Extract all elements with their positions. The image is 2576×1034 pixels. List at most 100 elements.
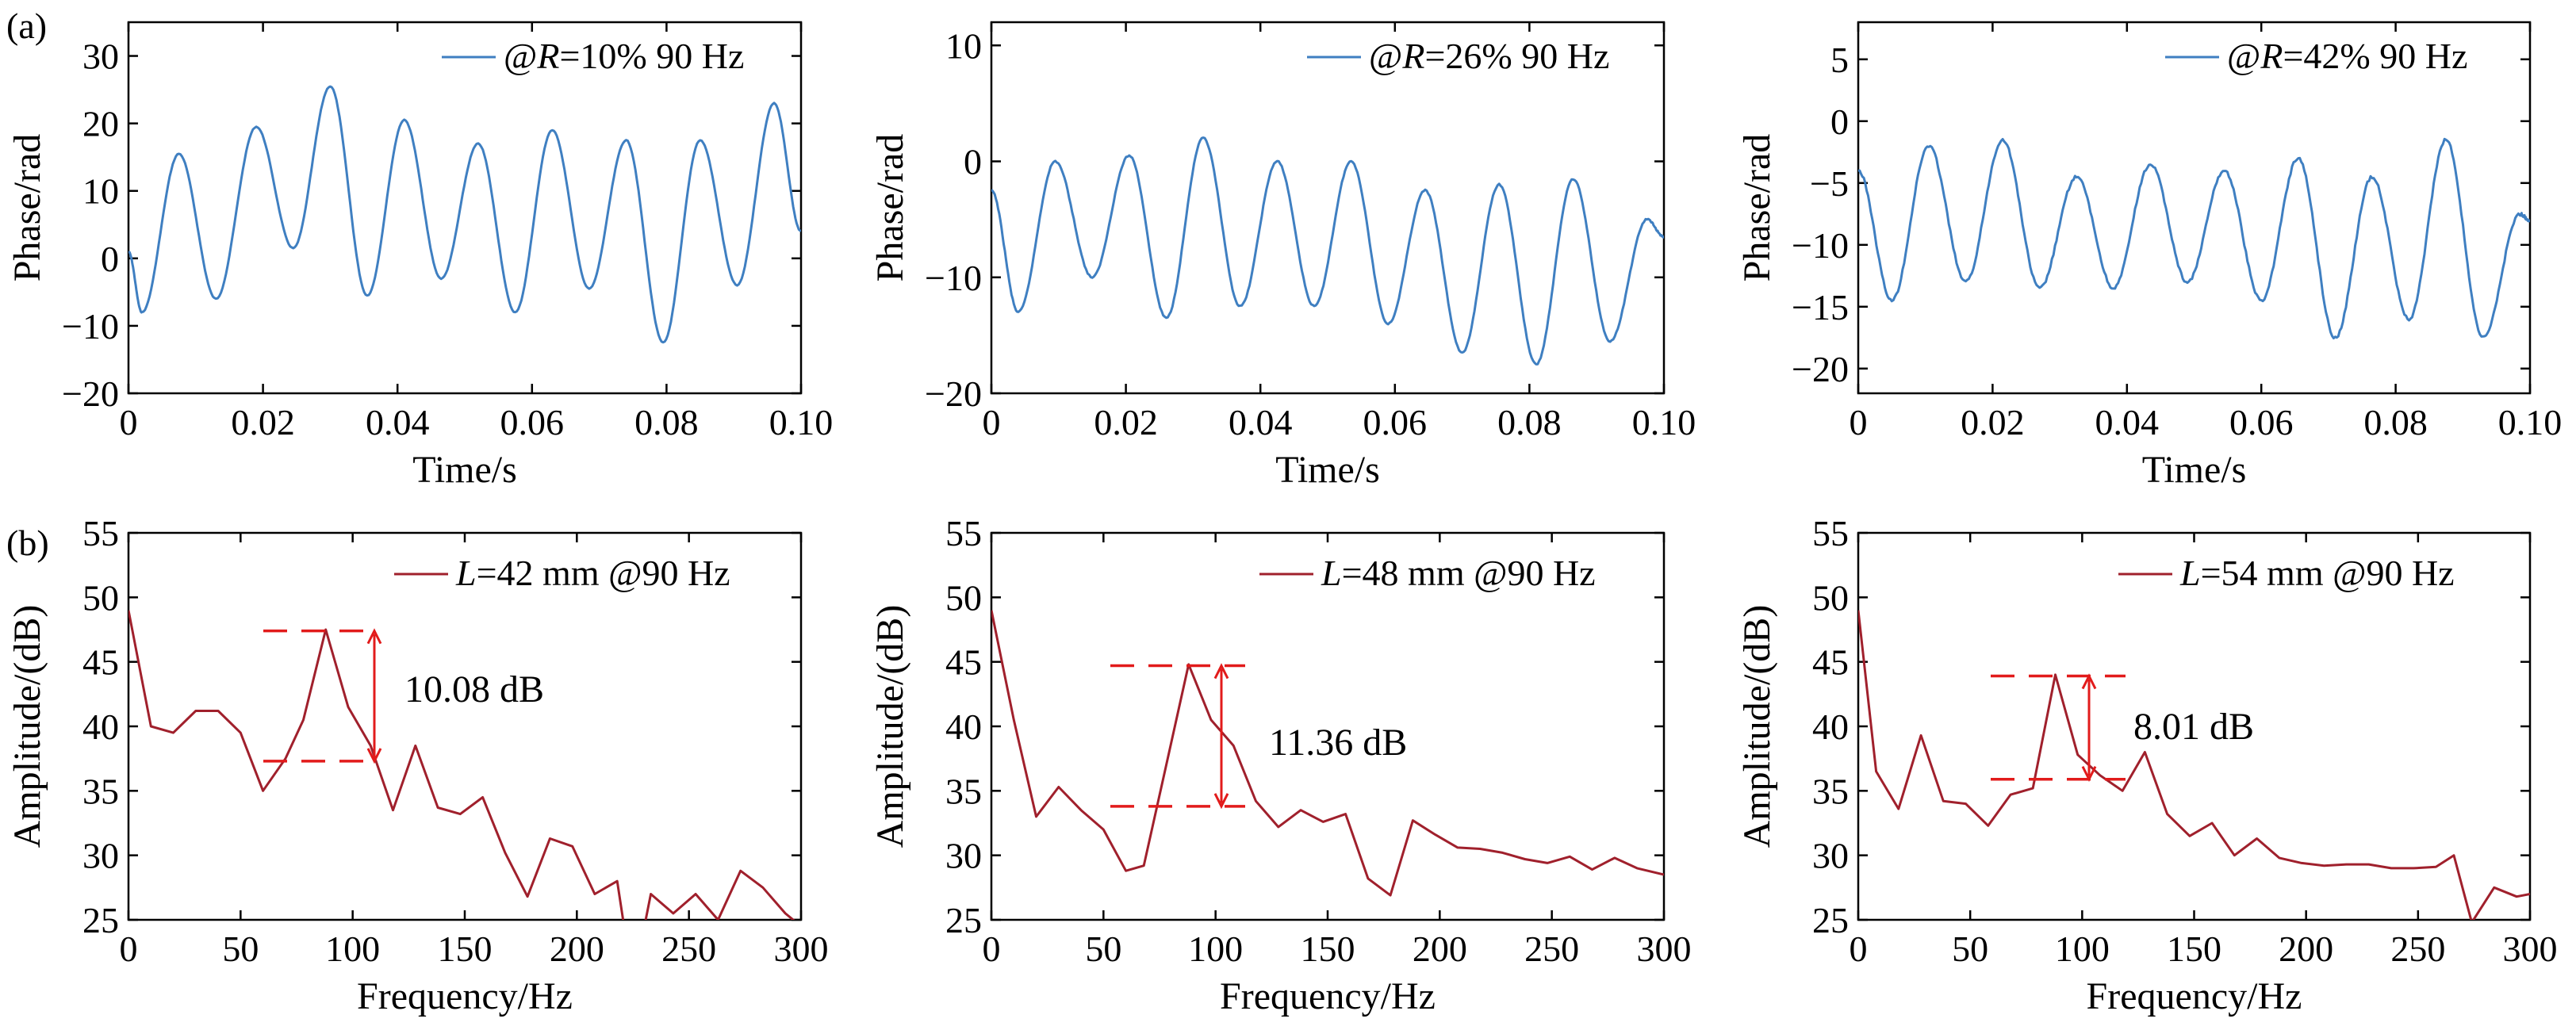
y-tick-label: 40 xyxy=(1812,707,1849,747)
x-tick-label: 0.04 xyxy=(1229,402,1293,442)
y-tick-label: 30 xyxy=(1812,836,1849,876)
y-tick-label: 40 xyxy=(945,707,982,747)
y-tick-label: 35 xyxy=(945,771,982,811)
x-tick-label: 0.10 xyxy=(769,402,834,442)
annotation-arrowhead-top xyxy=(2081,673,2097,690)
y-tick-label: 40 xyxy=(82,707,119,747)
x-axis-label: Frequency/Hz xyxy=(357,975,573,1017)
y-tick-label: 35 xyxy=(1812,771,1849,811)
annotation-arrowhead-bottom xyxy=(2081,766,2097,783)
y-tick-label: 5 xyxy=(1830,40,1849,80)
x-tick-label: 250 xyxy=(661,929,716,969)
x-tick-label: 0.06 xyxy=(500,402,565,442)
series-line xyxy=(991,610,1664,897)
y-tick-label: −10 xyxy=(925,258,982,298)
x-tick-label: 300 xyxy=(1637,929,1692,969)
legend-label: @R=26% 90 Hz xyxy=(1369,36,1609,76)
y-tick-label: 0 xyxy=(101,239,119,279)
chart-6: 0 50 100 150 200 250 300 25 30 35 40 45 50 55 Frequenc… xyxy=(1736,513,2558,1017)
chart-3: 0 0.02 0.04 0.06 0.08 0.10 −20 −15 −10 −5 0 5 Time/s… xyxy=(1736,21,2563,491)
y-tick-label: −20 xyxy=(1792,349,1849,389)
series-line xyxy=(128,610,795,920)
y-axis-label: Amplitude/(dB) xyxy=(1736,605,1778,848)
legend-label: L=42 mm @90 Hz xyxy=(455,553,730,593)
x-tick-label: 0.10 xyxy=(1632,402,1696,442)
annotation-label: 10.08 dB xyxy=(404,668,544,710)
x-tick-label: 200 xyxy=(1413,929,1467,969)
y-tick-label: −20 xyxy=(925,373,982,414)
y-tick-label: 30 xyxy=(82,836,119,876)
legend-label: L=54 mm @90 Hz xyxy=(2179,553,2455,593)
y-tick-label: −10 xyxy=(62,306,119,347)
x-tick-label: 0 xyxy=(120,402,138,442)
y-axis-label: Phase/rad xyxy=(869,134,911,282)
y-tick-label: 55 xyxy=(82,513,119,553)
x-tick-label: 0 xyxy=(1850,929,1868,969)
y-tick-label: 45 xyxy=(1812,642,1849,683)
plot-frame xyxy=(127,21,803,395)
y-tick-label: 30 xyxy=(945,836,982,876)
chart-5: 0 50 100 150 200 250 300 25 30 35 40 45 50 55 Frequenc… xyxy=(869,513,1692,1017)
y-tick-label: −10 xyxy=(1792,225,1849,266)
annotation-arrowhead-top xyxy=(1213,663,1229,680)
x-tick-label: 250 xyxy=(1524,929,1579,969)
annotation-arrowhead-top xyxy=(366,628,382,645)
series-line xyxy=(1858,137,2530,339)
x-tick-label: 0 xyxy=(120,929,138,969)
x-tick-label: 0 xyxy=(983,402,1001,442)
y-tick-label: −20 xyxy=(62,373,119,414)
x-tick-label: 0.02 xyxy=(1961,402,2025,442)
y-tick-label: 50 xyxy=(945,577,982,618)
x-tick-label: 300 xyxy=(2503,929,2558,969)
y-tick-label: 10 xyxy=(945,25,982,66)
x-tick-label: 0 xyxy=(1850,402,1868,442)
chart-1: 0 0.02 0.04 0.06 0.08 0.10 −20 −10 0 10 20 30 Time/s… xyxy=(6,21,834,491)
legend-label: L=48 mm @90 Hz xyxy=(1321,553,1596,593)
x-tick-label: 300 xyxy=(774,929,829,969)
y-tick-label: 0 xyxy=(1830,101,1849,142)
x-tick-label: 150 xyxy=(1301,929,1355,969)
annotation-arrowhead-bottom xyxy=(1213,793,1229,810)
y-tick-label: 25 xyxy=(1812,900,1849,940)
x-tick-label: 0.02 xyxy=(1094,402,1158,442)
y-axis-label: Amplitude/(dB) xyxy=(6,605,48,848)
chart-4: 0 50 100 150 200 250 300 25 30 35 40 45 50 55 Frequenc… xyxy=(6,513,829,1017)
x-tick-label: 100 xyxy=(1188,929,1243,969)
x-tick-label: 150 xyxy=(2167,929,2221,969)
y-tick-label: 45 xyxy=(945,642,982,683)
x-tick-label: 0.10 xyxy=(2498,402,2563,442)
x-tick-label: 0.04 xyxy=(366,402,430,442)
x-tick-label: 100 xyxy=(325,929,380,969)
y-tick-label: 55 xyxy=(945,513,982,553)
series-line xyxy=(1858,610,2530,920)
x-tick-label: 200 xyxy=(550,929,604,969)
y-tick-label: −5 xyxy=(1810,163,1849,204)
y-tick-label: 50 xyxy=(82,577,119,618)
x-tick-label: 50 xyxy=(222,929,259,969)
x-tick-label: 50 xyxy=(1085,929,1121,969)
x-tick-label: 0.04 xyxy=(2095,402,2160,442)
x-tick-label: 0.06 xyxy=(2229,402,2294,442)
x-tick-label: 0.06 xyxy=(1363,402,1428,442)
x-axis-label: Time/s xyxy=(2142,449,2247,491)
x-axis-label: Frequency/Hz xyxy=(2087,975,2302,1017)
y-tick-label: 10 xyxy=(82,171,119,212)
x-tick-label: 0.08 xyxy=(1497,402,1562,442)
panel-label-b: (b) xyxy=(6,523,49,563)
plot-frame xyxy=(1857,21,2532,395)
y-tick-label: 45 xyxy=(82,642,119,683)
x-axis-label: Time/s xyxy=(412,449,517,491)
y-tick-label: 0 xyxy=(964,142,982,182)
x-tick-label: 100 xyxy=(2055,929,2110,969)
y-tick-label: 25 xyxy=(82,900,119,940)
y-tick-label: 50 xyxy=(1812,577,1849,618)
series-line xyxy=(128,85,801,344)
y-tick-label: 30 xyxy=(82,36,119,77)
x-tick-label: 200 xyxy=(2279,929,2333,969)
x-tick-label: 0 xyxy=(983,929,1001,969)
y-tick-label: −15 xyxy=(1792,287,1849,327)
series-line xyxy=(991,136,1664,366)
y-tick-label: 35 xyxy=(82,771,119,811)
